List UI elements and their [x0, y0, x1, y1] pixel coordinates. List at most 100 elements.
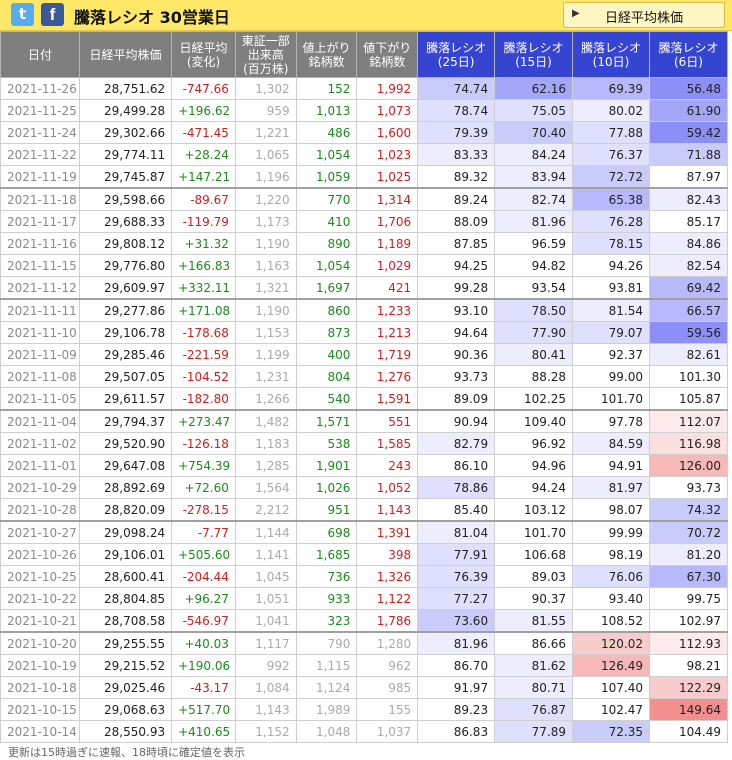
col-ratio-15-cell: 78.50: [494, 298, 574, 322]
col-change-cell: +273.47: [171, 409, 236, 433]
col-ratio-6-cell: 101.30: [648, 365, 729, 388]
col-ratio-6-cell: 71.88: [648, 143, 729, 166]
col-volume-cell: 992: [234, 654, 297, 677]
col-ratio-6-cell: 70.72: [648, 520, 729, 544]
table-row: 2021-10-20 29,255.55 +40.03 1,117 790 1,280 81…: [0, 631, 729, 655]
col-advances-cell: 1,901: [295, 454, 358, 477]
col-ratio-10-cell: 76.06: [572, 565, 650, 588]
col-ratio-15-cell: 77.89: [494, 720, 574, 743]
col-ratio-15-cell: 96.59: [494, 232, 574, 255]
table-body: 2021-11-26 28,751.62 -747.66 1,302 152 1,992 7…: [0, 77, 729, 743]
col-declines-cell: 962: [356, 654, 419, 677]
col-ratio-6-cell: 122.29: [648, 676, 729, 699]
table-header-row: 日付 日経平均株価 日経平均 (変化) 東証一部 出来高 (百万株) 値上がり 銘柄数 値下がり銘…: [0, 31, 729, 78]
table-row: 2021-11-05 29,611.57 -182.80 1,266 540 1,591 8…: [0, 387, 729, 411]
col-advances-cell: 736: [295, 565, 358, 588]
col-advances-cell: 540: [295, 387, 358, 411]
table-row: 2021-10-18 29,025.46 -43.17 1,084 1,124 985 91…: [0, 676, 729, 699]
table-row: 2021-11-15 29,776.80 +166.83 1,163 1,054 1,02…: [0, 254, 729, 277]
col-change-cell: +410.65: [171, 720, 236, 743]
col-advances-cell: 1,685: [295, 543, 358, 566]
col-volume-cell: 1,045: [234, 565, 297, 588]
col-ratio-25-cell: 93.10: [417, 298, 496, 322]
col-ratio-10-cell: 69.39: [572, 77, 650, 100]
col-ratio-10-cell: 79.07: [572, 321, 650, 344]
col-declines-cell: 1,600: [356, 121, 419, 144]
col-volume-cell: 1,041: [234, 609, 297, 633]
col-ratio-10-cell: 126.49: [572, 654, 650, 677]
col-date-cell: 2021-10-18: [0, 676, 80, 699]
col-ratio-15-cell: 94.96: [494, 454, 574, 477]
nikkei-average-nav-button[interactable]: ▶ 日経平均株価: [563, 2, 725, 28]
col-ratio-6-cell: 82.43: [648, 187, 729, 211]
col-ratio-10-cell: 97.78: [572, 409, 650, 433]
col-date-cell: 2021-11-02: [0, 432, 80, 455]
col-change-cell: -104.52: [171, 365, 236, 388]
header-bar: t f 騰落レシオ 30営業日 ▶ 日経平均株価: [0, 0, 732, 31]
table-row: 2021-10-22 28,804.85 +96.27 1,051 933 1,122 77…: [0, 587, 729, 610]
col-volume-cell: 1,564: [234, 476, 297, 499]
col-advances-cell: 860: [295, 298, 358, 322]
col-change-cell: +196.62: [171, 99, 236, 122]
col-change-cell: -546.97: [171, 609, 236, 633]
table-row: 2021-10-29 28,892.69 +72.60 1,564 1,026 1,052…: [0, 476, 729, 499]
col-declines-cell: 1,073: [356, 99, 419, 122]
col-ratio-15-cell: 86.66: [494, 631, 574, 655]
col-nikkei-cell: 28,550.93: [78, 720, 173, 743]
col-volume-cell: 1,266: [234, 387, 297, 411]
col-date-cell: 2021-11-11: [0, 298, 80, 322]
col-ratio-15-cell: 80.71: [494, 676, 574, 699]
col-ratio-10-cell: 120.02: [572, 631, 650, 655]
col-ratio-6-header: 騰落レシオ (6日): [648, 31, 729, 78]
col-date-cell: 2021-11-05: [0, 387, 80, 411]
col-date-cell: 2021-11-09: [0, 343, 80, 366]
col-ratio-10-cell: 77.88: [572, 121, 650, 144]
col-date-cell: 2021-10-27: [0, 520, 80, 544]
col-declines-cell: 1,585: [356, 432, 419, 455]
triangle-right-icon: ▶: [572, 8, 580, 19]
col-declines-cell: 398: [356, 543, 419, 566]
col-ratio-10-cell: 101.70: [572, 387, 650, 411]
col-ratio-10-cell: 76.28: [572, 210, 650, 233]
col-ratio-15-cell: 102.25: [494, 387, 574, 411]
col-ratio-15-cell: 81.96: [494, 210, 574, 233]
col-date-cell: 2021-10-14: [0, 720, 80, 743]
col-volume-cell: 1,144: [234, 520, 297, 544]
col-ratio-6-cell: 82.54: [648, 254, 729, 277]
col-ratio-10-cell: 98.07: [572, 498, 650, 522]
col-ratio-10-cell: 78.15: [572, 232, 650, 255]
twitter-icon[interactable]: t: [11, 3, 34, 26]
col-ratio-10-cell: 81.97: [572, 476, 650, 499]
col-ratio-25-cell: 90.36: [417, 343, 496, 366]
col-change-cell: -747.66: [171, 77, 236, 100]
col-advances-cell: 1,026: [295, 476, 358, 499]
col-ratio-6-cell: 102.97: [648, 609, 729, 633]
col-change-cell: +517.70: [171, 698, 236, 721]
table-row: 2021-10-19 29,215.52 +190.06 992 1,115 962 86.…: [0, 654, 729, 677]
col-ratio-25-cell: 93.73: [417, 365, 496, 388]
col-advances-cell: 790: [295, 631, 358, 655]
col-advances-cell: 890: [295, 232, 358, 255]
col-ratio-25-cell: 83.33: [417, 143, 496, 166]
col-ratio-10-cell: 94.26: [572, 254, 650, 277]
col-change-cell: +754.39: [171, 454, 236, 477]
col-declines-cell: 421: [356, 276, 419, 300]
table-row: 2021-11-04 29,794.37 +273.47 1,482 1,571 551 9…: [0, 409, 729, 433]
col-ratio-15-cell: 90.37: [494, 587, 574, 610]
table-row: 2021-11-11 29,277.86 +171.08 1,190 860 1,233 9…: [0, 298, 729, 322]
col-date-cell: 2021-10-25: [0, 565, 80, 588]
col-ratio-15-cell: 80.41: [494, 343, 574, 366]
col-change-cell: -278.15: [171, 498, 236, 522]
col-ratio-25-cell: 87.85: [417, 232, 496, 255]
col-ratio-15-cell: 84.24: [494, 143, 574, 166]
col-volume-cell: 1,285: [234, 454, 297, 477]
col-declines-cell: 1,719: [356, 343, 419, 366]
col-change-cell: -471.45: [171, 121, 236, 144]
table-row: 2021-11-25 29,499.28 +196.62 959 1,013 1,073 7…: [0, 99, 729, 122]
col-ratio-25-cell: 82.79: [417, 432, 496, 455]
col-change-cell: +332.11: [171, 276, 236, 300]
col-volume-cell: 1,084: [234, 676, 297, 699]
facebook-icon[interactable]: f: [41, 3, 64, 26]
col-ratio-10-cell: 80.02: [572, 99, 650, 122]
col-ratio-25-cell: 85.40: [417, 498, 496, 522]
